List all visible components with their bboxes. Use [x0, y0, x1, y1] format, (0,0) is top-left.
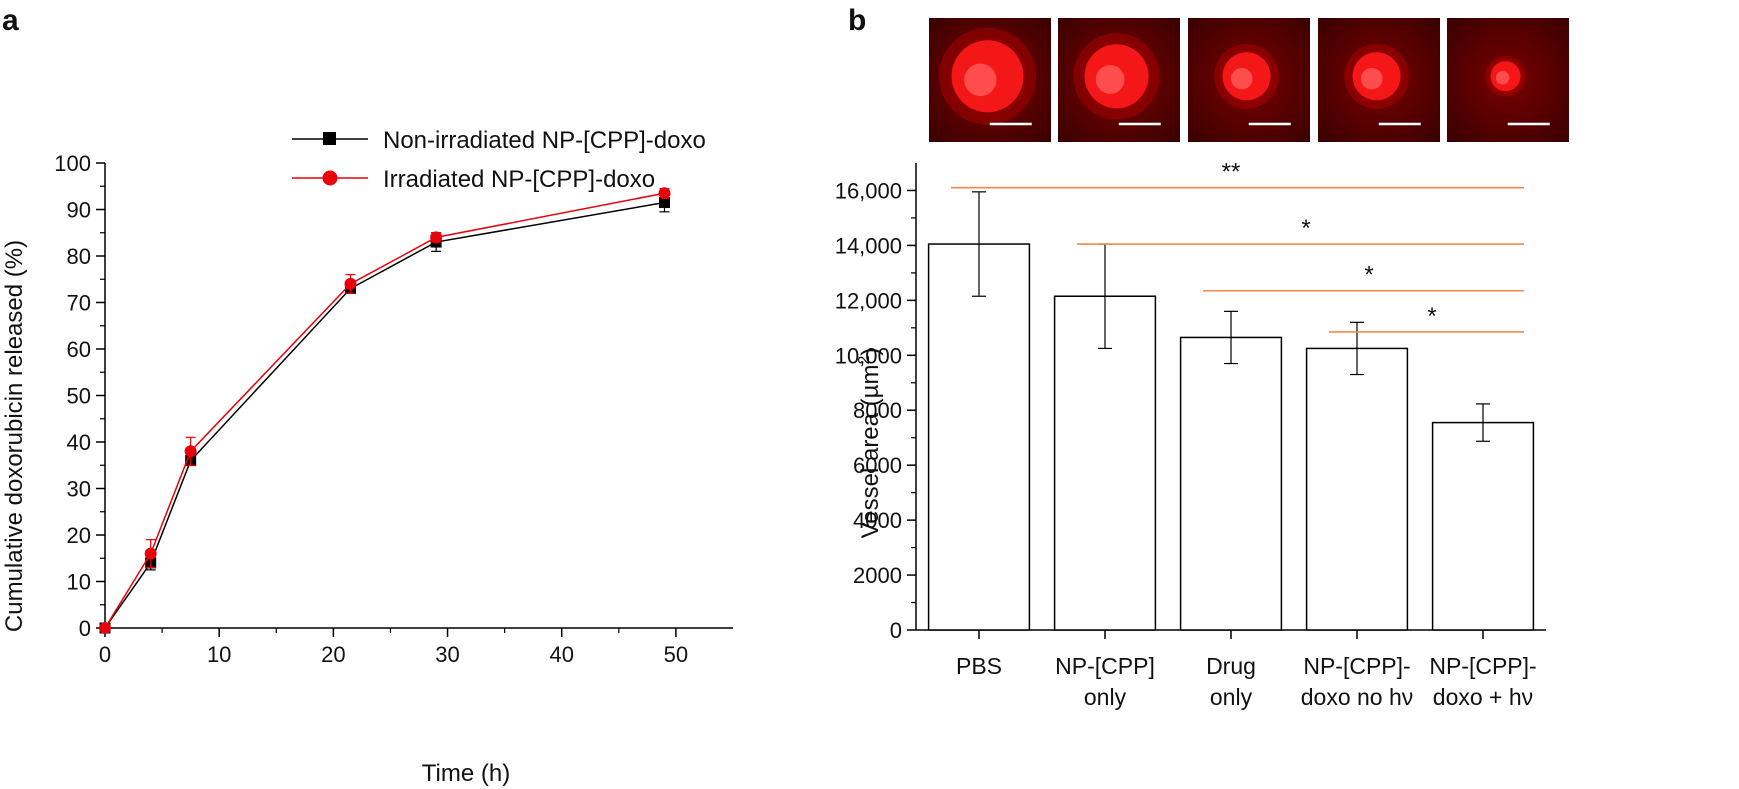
significance-label: *: [1301, 215, 1310, 242]
data-point: [184, 445, 197, 458]
bar: [1053, 295, 1157, 631]
micrograph-strip: [929, 18, 1569, 142]
legend-label-irradiated: Irradiated NP-[CPP]-doxo: [383, 166, 655, 193]
y-tick-label: 10,000: [835, 343, 902, 368]
significance-label: **: [1222, 159, 1241, 186]
panel-b-ticks: 0 2000 4000 6000 8000 10,000 12,000 14,000 16,00…: [835, 178, 1484, 643]
data-point: [430, 231, 443, 244]
category-label: doxo + hν: [1433, 684, 1533, 710]
x-tick-label: 10: [207, 642, 231, 667]
category-label: only: [1210, 684, 1253, 710]
micrograph-2: [1058, 18, 1180, 142]
y-tick-label: 6000: [853, 453, 902, 478]
series-line: [104, 192, 665, 629]
significance-label: *: [1427, 303, 1436, 330]
legend-label-non-irradiated: Non-irradiated NP-[CPP]-doxo: [383, 127, 706, 154]
panel-b-category-labels: PBS NP-[CPP] only Drug only NP-[CPP]- doxo no …: [956, 653, 1537, 710]
x-tick-label: 20: [321, 642, 345, 667]
bar: [1431, 421, 1535, 631]
y-tick-label: 100: [54, 151, 91, 176]
panel-a-line-chart: 0 10 20 30 40 50 60 70 80 90 100 0 10 20 30 40 50 Non-ir…: [1, 127, 733, 787]
significance-bracket: *: [1077, 215, 1524, 245]
panel-a-ticks: 0 10 20 30 40 50 60 70 80 90 100 0 10 20 30 40 50: [54, 151, 688, 667]
y-tick-label: 2000: [853, 563, 902, 588]
bar: [927, 243, 1031, 631]
series-line: [104, 201, 665, 629]
vessel-core: [1230, 67, 1253, 90]
micrograph-4: [1318, 18, 1440, 142]
panel-b-letter: b: [848, 4, 866, 37]
vessel-core: [964, 63, 997, 97]
bar-group: [1053, 243, 1157, 631]
category-label: NP-[CPP]: [1055, 653, 1155, 679]
panel-a-letter: a: [2, 4, 19, 37]
category-label: doxo no hν: [1301, 684, 1414, 710]
vessel-core: [1095, 65, 1125, 94]
micrograph-5: [1447, 18, 1569, 142]
bar-group: [1305, 321, 1409, 631]
category-label: Drug: [1206, 653, 1256, 679]
panel-b-bars: [927, 191, 1535, 631]
legend-marker-square: [323, 132, 336, 145]
y-title-superscript: 2: [856, 356, 873, 365]
category-label: PBS: [956, 653, 1002, 679]
micrograph-3: [1188, 18, 1310, 142]
x-tick-label: 0: [99, 642, 111, 667]
data-point: [658, 197, 670, 209]
bar-group: [927, 191, 1031, 631]
vessel-core: [1360, 67, 1383, 90]
bar: [1305, 347, 1409, 631]
y-tick-label: 70: [67, 291, 91, 316]
x-tick-label: 50: [664, 642, 688, 667]
y-tick-label: 40: [67, 430, 91, 455]
panel-a-axes: [104, 163, 733, 629]
y-tick-label: 0: [79, 616, 91, 641]
panel-b-y-axis-title: Vessel area (µm2): [856, 348, 884, 539]
data-point: [658, 187, 671, 200]
category-label: only: [1084, 684, 1127, 710]
y-tick-label: 16,000: [835, 178, 902, 203]
y-tick-label: 50: [67, 384, 91, 409]
panel-a-y-axis-title: Cumulative doxorubicin released (%): [1, 240, 28, 632]
y-tick-label: 10: [67, 570, 91, 595]
bar-group: [1431, 403, 1535, 631]
vessel-core: [1495, 71, 1510, 85]
bar: [1179, 336, 1283, 631]
series-irradiated: [99, 187, 671, 634]
significance-bracket: *: [1203, 262, 1524, 292]
y-tick-label: 30: [67, 477, 91, 502]
y-tick-label: 14,000: [835, 233, 902, 258]
data-point: [344, 277, 357, 290]
data-point: [144, 547, 157, 560]
y-tick-label: 60: [67, 337, 91, 362]
significance-label: *: [1364, 262, 1373, 289]
y-tick-label: 12,000: [835, 288, 902, 313]
panel-a-series: [99, 187, 671, 634]
panel-b-bar-chart: 0 2000 4000 6000 8000 10,000 12,000 14,000 16,00…: [835, 159, 1546, 710]
y-tick-label: 20: [67, 523, 91, 548]
series-non-irradiated: [99, 192, 670, 634]
significance-bracket: **: [951, 159, 1524, 189]
x-tick-label: 40: [549, 642, 573, 667]
y-title-main: Vessel area (µm: [857, 365, 884, 539]
bar-group: [1179, 310, 1283, 631]
y-tick-label: 0: [890, 618, 902, 643]
x-tick-label: 30: [435, 642, 459, 667]
micrograph-1: [929, 18, 1051, 142]
y-title-end: ): [857, 348, 884, 356]
data-point: [99, 622, 111, 634]
panel-a-x-axis-title: Time (h): [422, 760, 510, 787]
y-tick-label: 8000: [853, 398, 902, 423]
legend-marker-circle: [322, 170, 338, 186]
category-label: NP-[CPP]-: [1429, 653, 1536, 679]
y-tick-label: 90: [67, 198, 91, 223]
panel-b-significance: *****: [951, 159, 1524, 333]
y-tick-label: 4000: [853, 508, 902, 533]
panel-a-legend: Non-irradiated NP-[CPP]-doxo Irradiated …: [292, 127, 706, 193]
significance-bracket: *: [1329, 303, 1524, 333]
category-label: NP-[CPP]-: [1303, 653, 1410, 679]
y-tick-label: 80: [67, 244, 91, 269]
